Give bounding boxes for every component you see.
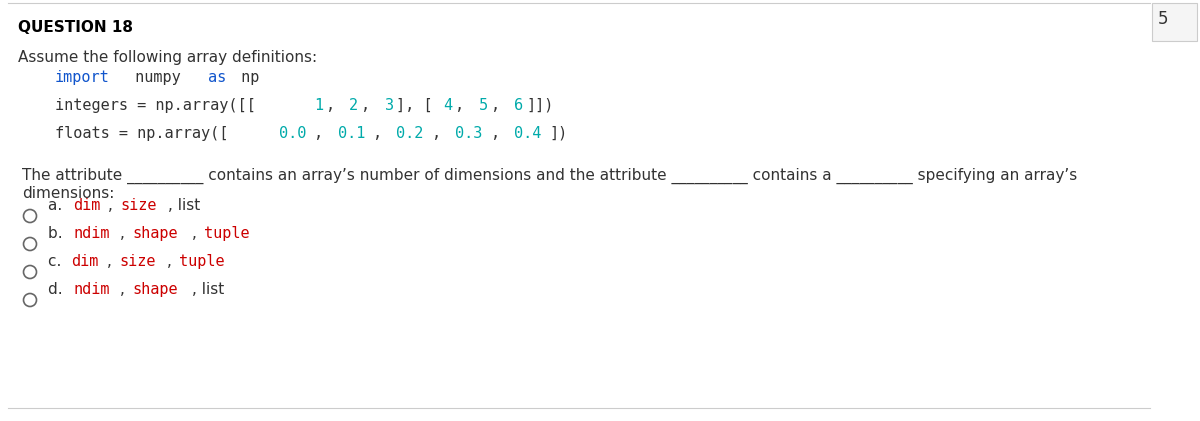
Text: 5: 5 <box>1158 10 1169 28</box>
Text: as: as <box>208 70 227 85</box>
Text: np: np <box>232 70 259 85</box>
Text: ,: , <box>192 226 202 241</box>
Text: a.: a. <box>48 198 67 213</box>
Text: size: size <box>120 254 156 269</box>
Text: ,: , <box>314 126 332 141</box>
Text: ,: , <box>373 126 391 141</box>
Text: c.: c. <box>48 254 66 269</box>
Text: ,: , <box>491 98 509 113</box>
Text: floats = np.array([: floats = np.array([ <box>55 126 228 141</box>
Text: dim: dim <box>73 198 100 213</box>
Text: ], [: ], [ <box>396 98 433 113</box>
Text: ,: , <box>107 254 116 269</box>
Text: Assume the following array definitions:: Assume the following array definitions: <box>18 50 317 65</box>
Text: , list: , list <box>168 198 200 213</box>
Text: d.: d. <box>48 282 67 297</box>
Text: 2: 2 <box>349 98 359 113</box>
Text: shape: shape <box>133 282 179 297</box>
Text: 0.3: 0.3 <box>455 126 482 141</box>
Text: , list: , list <box>192 282 224 297</box>
Text: ,: , <box>120 282 130 297</box>
Text: 5: 5 <box>479 98 488 113</box>
Text: 0.1: 0.1 <box>337 126 365 141</box>
Text: shape: shape <box>133 226 179 241</box>
Text: ]): ]) <box>550 126 568 141</box>
Text: 6: 6 <box>514 98 523 113</box>
Text: ,: , <box>120 226 130 241</box>
Text: ,: , <box>167 254 176 269</box>
Text: ,: , <box>326 98 344 113</box>
Text: ndim: ndim <box>73 282 109 297</box>
Text: 1: 1 <box>314 98 323 113</box>
Text: 3: 3 <box>385 98 394 113</box>
Text: ndim: ndim <box>73 226 109 241</box>
Text: size: size <box>120 198 157 213</box>
Text: ,: , <box>432 126 450 141</box>
Text: QUESTION 18: QUESTION 18 <box>18 20 133 35</box>
Text: numpy: numpy <box>126 70 190 85</box>
Text: The attribute __________ contains an array’s number of dimensions and the attrib: The attribute __________ contains an arr… <box>22 168 1078 184</box>
Text: b.: b. <box>48 226 67 241</box>
Text: 0.2: 0.2 <box>396 126 424 141</box>
Text: 4: 4 <box>444 98 452 113</box>
Text: dimensions:: dimensions: <box>22 186 114 201</box>
Text: ]]): ]]) <box>526 98 553 113</box>
FancyBboxPatch shape <box>1152 3 1198 41</box>
Text: 0.4: 0.4 <box>514 126 541 141</box>
Text: ,: , <box>455 98 474 113</box>
Text: tuple: tuple <box>179 254 224 269</box>
Text: ,: , <box>361 98 379 113</box>
Text: dim: dim <box>72 254 98 269</box>
Text: 0.0: 0.0 <box>278 126 306 141</box>
Text: ,: , <box>108 198 118 213</box>
Text: integers = np.array([[: integers = np.array([[ <box>55 98 256 113</box>
Text: import: import <box>55 70 109 85</box>
Text: tuple: tuple <box>204 226 250 241</box>
Text: ,: , <box>491 126 509 141</box>
